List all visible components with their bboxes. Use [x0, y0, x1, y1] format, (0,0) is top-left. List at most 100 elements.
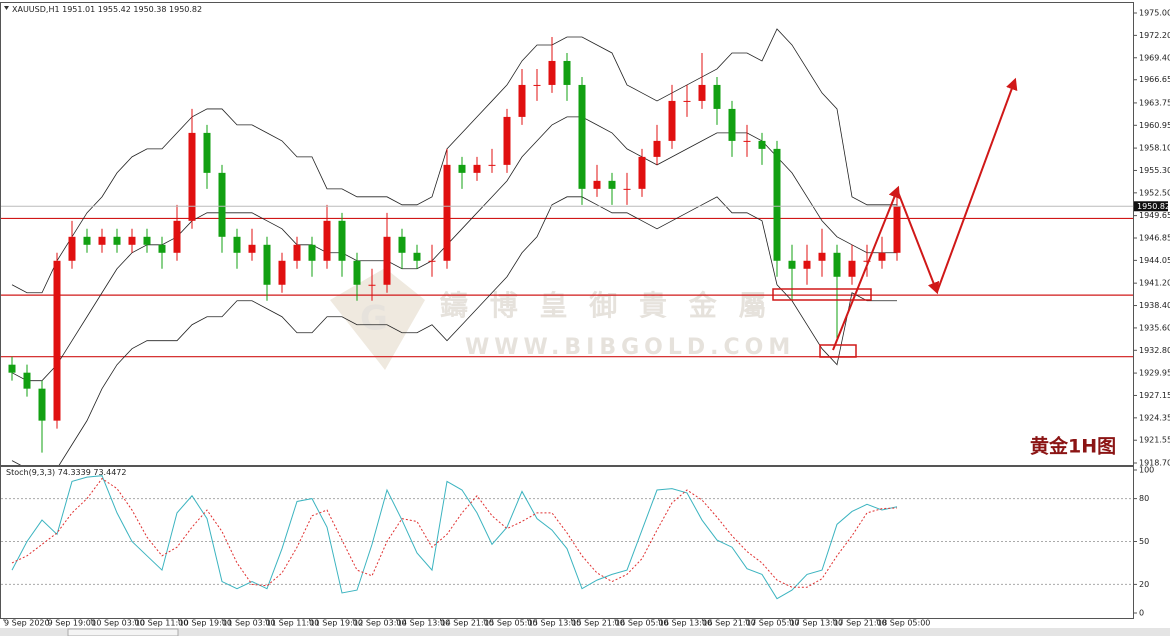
- candle-body: [518, 84, 526, 117]
- candle-body: [443, 164, 451, 261]
- stoch-k: 74.3339: [58, 468, 91, 477]
- candle-body: [473, 164, 481, 173]
- candle-body: [878, 252, 886, 261]
- x-tick-label: 16 Sep 05:00: [615, 619, 668, 628]
- candle-body: [233, 236, 241, 253]
- x-tick-label: 17 Sep 05:00: [746, 619, 799, 628]
- candle-body: [533, 84, 541, 86]
- candle-body: [698, 84, 706, 101]
- x-tick-label: 10 Sep 03:00: [91, 619, 144, 628]
- candle-body: [743, 140, 751, 142]
- axes: 1975.00 1972.20 1969.40 1966.65 1963.75 1960.…: [3, 9, 1170, 628]
- box: [772, 288, 872, 301]
- candle-body: [548, 60, 556, 85]
- y-tick-label: 1949.65: [1139, 211, 1170, 220]
- stoch-frame: [0, 466, 1134, 619]
- y-tick-label: 1941.20: [1139, 279, 1170, 288]
- candle-body: [713, 84, 721, 109]
- candle-body: [143, 236, 151, 245]
- candle-body: [293, 244, 301, 261]
- bollinger-band: [11, 196, 897, 465]
- candle-body: [128, 236, 136, 245]
- y-tick-label: 1955.30: [1139, 166, 1170, 175]
- watermark-cn: 鑄 博 皇 御 貴 金 屬: [439, 289, 773, 322]
- stoch-title: Stoch(9,3,3): [6, 468, 55, 477]
- candle-body: [158, 244, 166, 253]
- current-price-box: [1134, 201, 1168, 212]
- y-tick-label: 1935.60: [1139, 323, 1170, 332]
- y-tick-label: 1952.50: [1139, 188, 1170, 197]
- candle-body: [248, 244, 256, 253]
- candle-body: [368, 284, 376, 286]
- header-close: 1950.82: [169, 5, 202, 14]
- x-tick-label: 9 Sep 2020: [4, 619, 50, 628]
- x-tick-label: 9 Sep 19:00: [48, 619, 96, 628]
- bollinger-band: [11, 28, 897, 294]
- y-tick-label: 1938.40: [1139, 301, 1170, 310]
- y-tick-label: 1969.40: [1139, 53, 1170, 62]
- x-tick-label: 18 Sep 05:00: [877, 619, 930, 628]
- y-tick-label: 1963.75: [1139, 98, 1170, 107]
- stoch-d: [11, 477, 898, 588]
- candle-body: [623, 188, 631, 190]
- x-tick-label: 15 Sep 21:00: [571, 619, 624, 628]
- candle-body: [428, 260, 436, 262]
- x-tick-label: 10 Sep 19:00: [179, 619, 232, 628]
- tab[interactable]: [67, 628, 179, 636]
- candle-body: [113, 236, 121, 245]
- y-tick-label: 100: [1139, 466, 1154, 475]
- candle-body: [308, 244, 316, 261]
- candle-body: [608, 180, 616, 189]
- y-tick-label: 1921.55: [1139, 436, 1170, 445]
- y-tick-label: 1975.00: [1139, 9, 1170, 18]
- header: XAUUSD,H1 1951.01 1955.42 1950.38 1950.8…: [12, 5, 202, 14]
- y-tick-label: 1927.15: [1139, 391, 1170, 400]
- y-tick-label: 1944.05: [1139, 256, 1170, 265]
- candle-body: [458, 164, 466, 173]
- y-tick-label: 0: [1139, 609, 1144, 618]
- stoch-plot: [1, 475, 1133, 600]
- candle-body: [728, 108, 736, 141]
- x-tick-label: 11 Sep 03:00: [222, 619, 275, 628]
- x-tick-label: 10 Sep 11:00: [135, 619, 188, 628]
- candle-body: [263, 244, 271, 285]
- x-tick-label: 17 Sep 13:00: [790, 619, 843, 628]
- candle-body: [173, 220, 181, 253]
- y-tick-label: 20: [1139, 580, 1149, 589]
- stoch-d: 73.4472: [93, 468, 126, 477]
- watermark-g: G: [360, 299, 388, 339]
- candle-body: [323, 220, 331, 261]
- candle-body: [413, 252, 421, 261]
- y-tick-label: 1924.35: [1139, 413, 1170, 422]
- candle-body: [398, 236, 406, 253]
- candle-body: [488, 164, 496, 166]
- candle-body: [98, 236, 106, 245]
- stoch-header: Stoch(9,3,3) 74.3339 73.4472: [6, 468, 126, 477]
- x-tick-label: 17 Sep 21:00: [833, 619, 886, 628]
- candle-body: [383, 236, 391, 285]
- x-tick-label: 15 Sep 13:00: [528, 619, 581, 628]
- annotation: 黄金1H图: [1030, 435, 1116, 458]
- candle-body: [893, 206, 901, 253]
- header-low: 1950.38: [133, 5, 166, 14]
- candle-body: [788, 260, 796, 269]
- arrow: [936, 77, 1018, 293]
- x-tick-label: 14 Sep 13:00: [397, 619, 450, 628]
- candle-body: [593, 180, 601, 189]
- candle-body: [83, 236, 91, 245]
- candle-body: [563, 60, 571, 85]
- candle-body: [848, 260, 856, 277]
- current-price-label: 1950.82: [1137, 202, 1170, 211]
- watermark-url: WWW.BIBGOLD.COM: [465, 335, 795, 360]
- x-tick-label: 15 Sep 05:00: [484, 619, 537, 628]
- candle-body: [353, 260, 361, 285]
- candle-body: [68, 236, 76, 261]
- y-tick-label: 1972.20: [1139, 31, 1170, 40]
- y-tick-label: 80: [1139, 494, 1149, 503]
- candle-body: [683, 100, 691, 102]
- main-frame: [0, 2, 1134, 466]
- candle-body: [23, 372, 31, 389]
- candle-body: [818, 252, 826, 261]
- x-tick-label: 12 Sep 03:00: [353, 619, 406, 628]
- candle-body: [773, 148, 781, 261]
